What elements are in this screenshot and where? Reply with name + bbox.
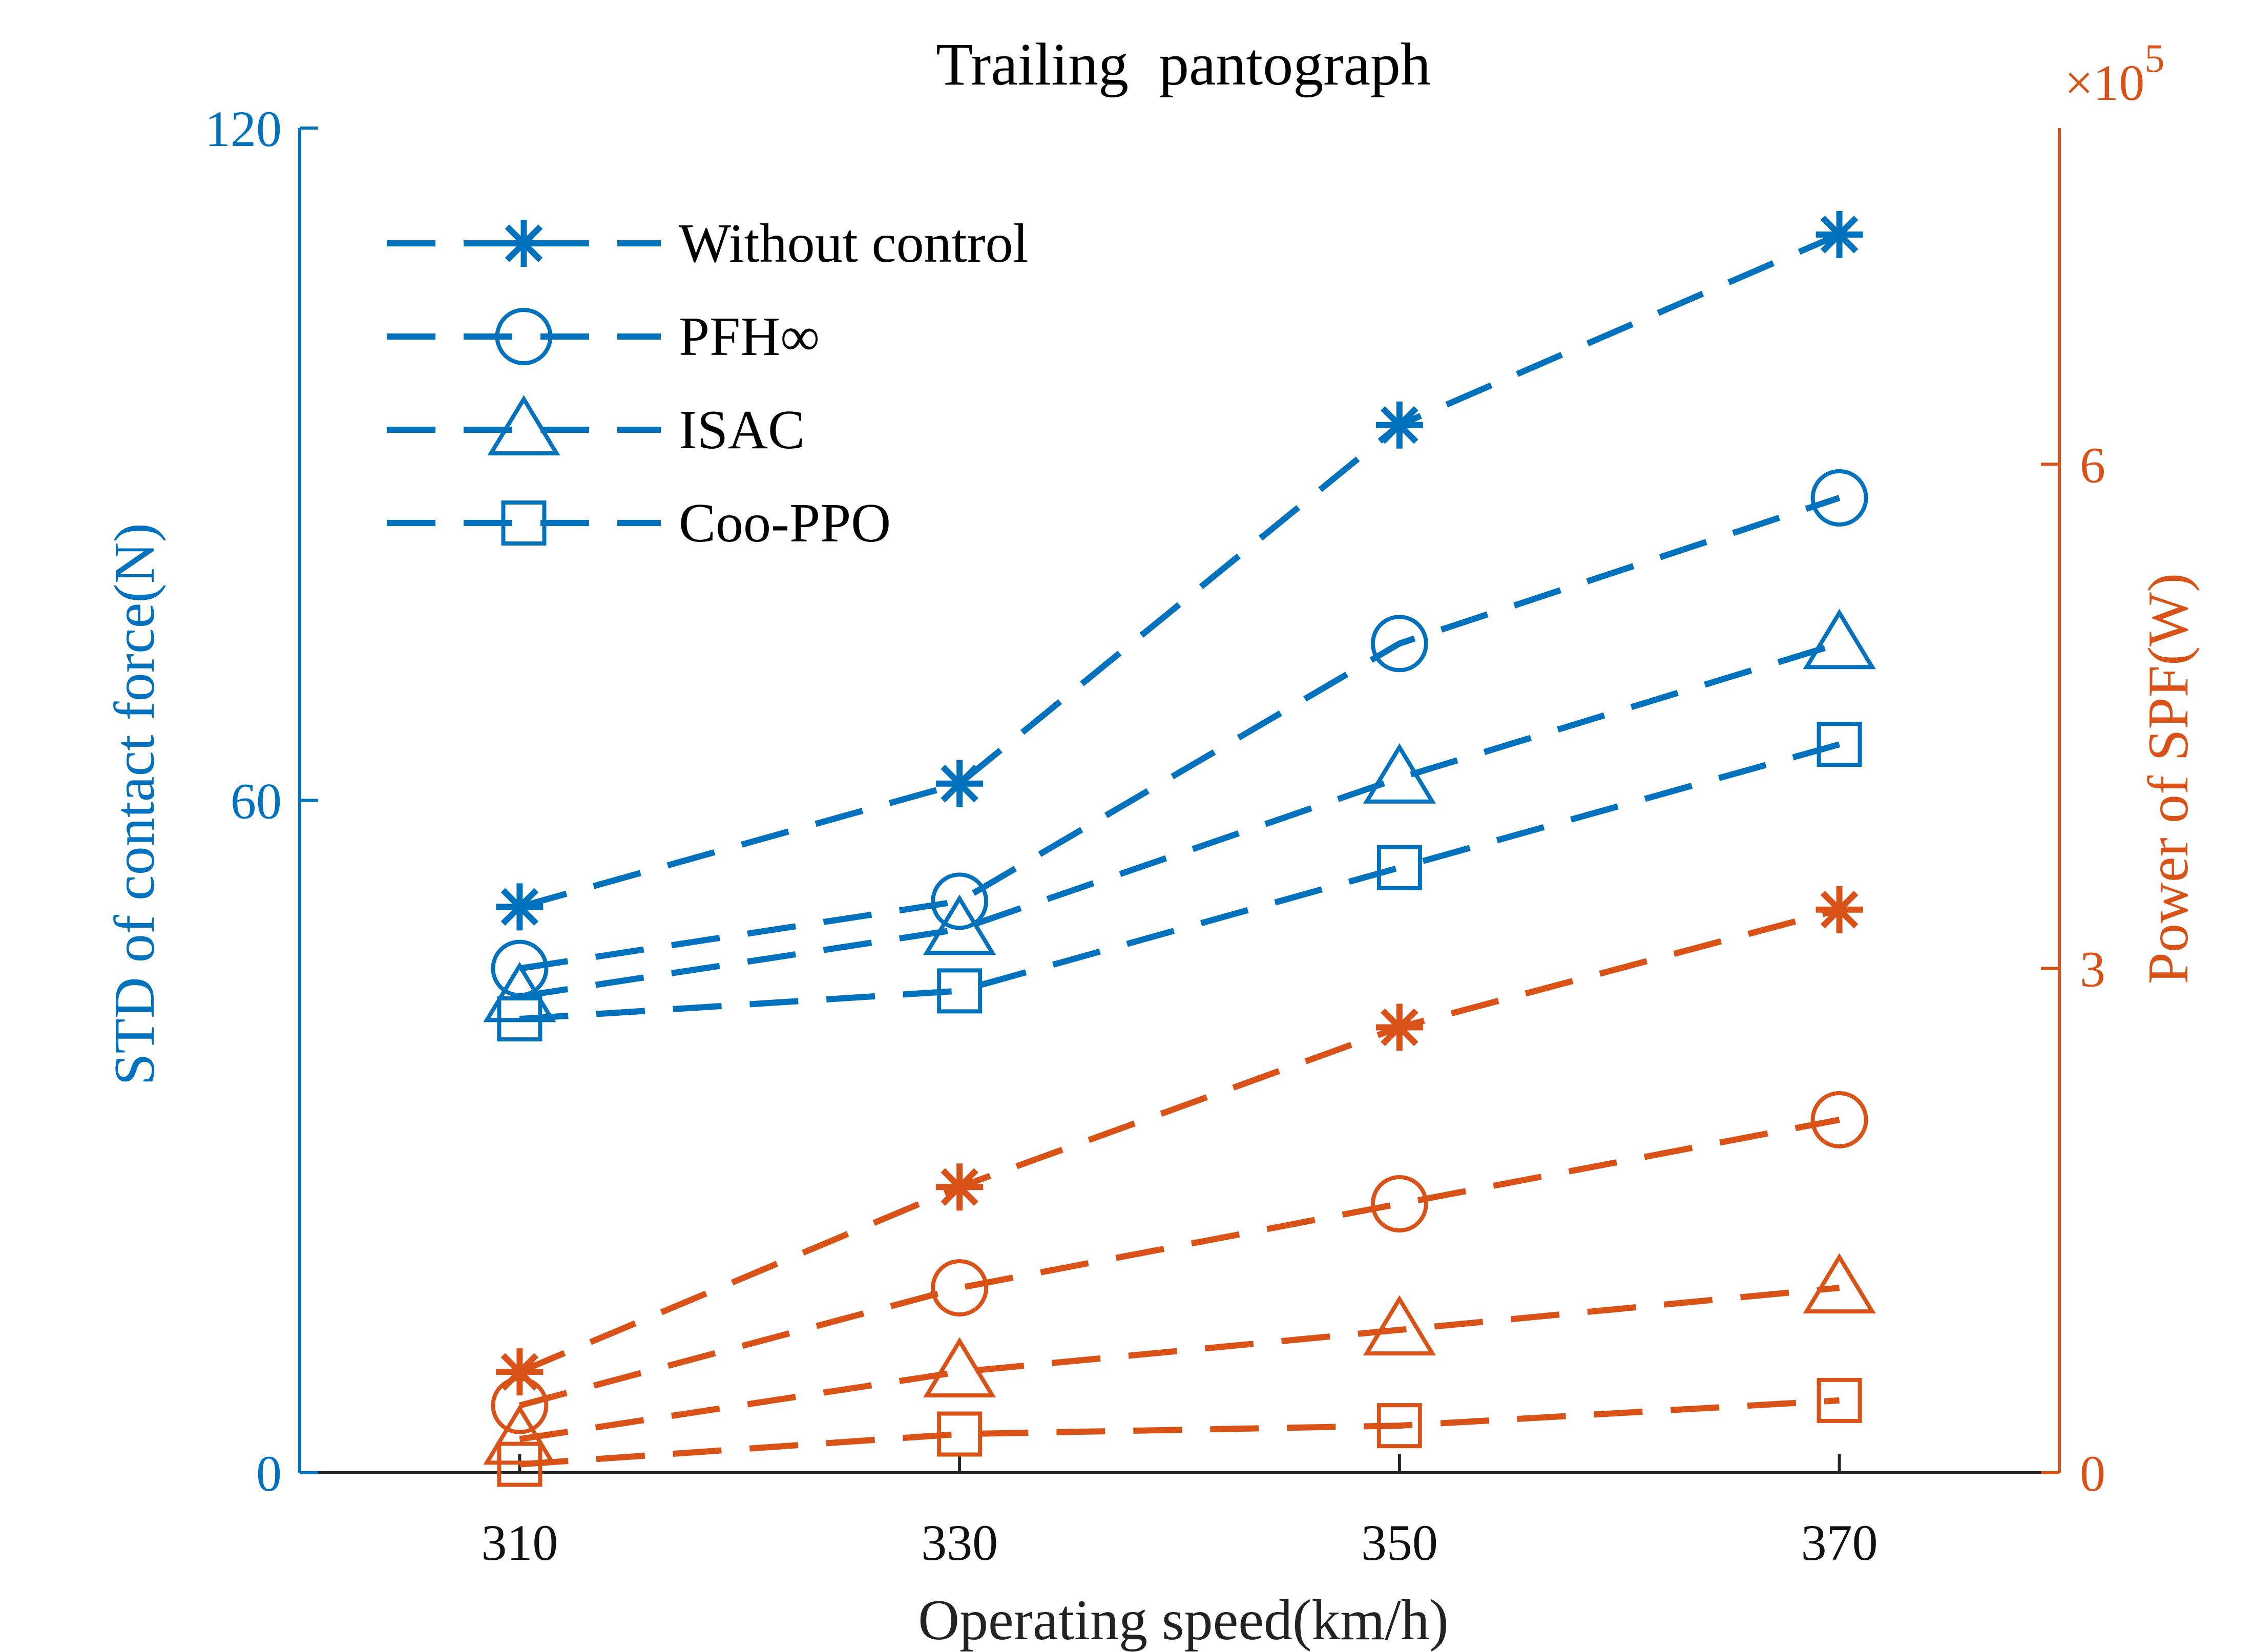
- data-point-triangle: [1803, 609, 1876, 670]
- data-point-triangle: [1363, 743, 1436, 804]
- x-tick-label: 350: [1361, 1514, 1438, 1571]
- data-point-circle: [1370, 1175, 1428, 1232]
- asterisk-stroke: [1381, 406, 1418, 444]
- legend-marker-circle: [495, 308, 553, 365]
- axes: 310 330 350 370 0 60 120 0 3 6: [205, 100, 2105, 1571]
- asterisk-stroke: [1381, 1008, 1418, 1047]
- series-line: [519, 1397, 1840, 1468]
- data-point-asterisk: [936, 760, 984, 807]
- x-tick-label: 330: [921, 1514, 998, 1571]
- series-line: [518, 1117, 1840, 1409]
- data-point-asterisk: [496, 1348, 544, 1396]
- data-point-square: [497, 996, 542, 1042]
- series-8-right: [497, 1377, 1862, 1487]
- data-point-square: [1376, 845, 1422, 890]
- legend-label: Coo-PPO: [679, 493, 891, 554]
- multiplier-base: ×10: [2064, 54, 2144, 111]
- asterisk-stroke: [500, 888, 539, 926]
- legend-marker-asterisk: [500, 220, 548, 267]
- legend-label: Without control: [679, 213, 1029, 274]
- legend-label: PFH∞: [679, 306, 820, 367]
- y-tick-label-left: 120: [205, 100, 282, 157]
- series-3-left: [483, 609, 1876, 1022]
- data-point-square: [937, 968, 983, 1014]
- x-tick-label: 310: [481, 1514, 558, 1571]
- y-tick-label-left: 0: [256, 1445, 282, 1502]
- y-tick-label-right: 0: [2080, 1445, 2105, 1502]
- data-point-triangle: [923, 1337, 996, 1398]
- data-point-asterisk: [1815, 886, 1863, 933]
- data-point-asterisk: [936, 1163, 984, 1211]
- series-4-left: [497, 722, 1862, 1042]
- data-point-square: [1376, 1403, 1422, 1449]
- data-point-triangle: [1803, 1253, 1876, 1314]
- y-tick-label-right: 3: [2080, 941, 2105, 998]
- data-point-circle: [1370, 615, 1428, 673]
- data-point-circle: [931, 1259, 989, 1317]
- legend-item: PFH∞: [387, 306, 820, 367]
- data-point-square: [937, 1411, 983, 1457]
- series-1-left: [496, 211, 1863, 931]
- y-tick-label-left: 60: [231, 773, 282, 830]
- asterisk-stroke: [1820, 891, 1859, 929]
- data-point-square: [1817, 722, 1862, 767]
- series-line: [518, 906, 1841, 1375]
- data-point-asterisk: [1375, 1003, 1423, 1051]
- data-point-circle: [491, 1376, 549, 1434]
- legend-item: ISAC: [387, 395, 805, 461]
- data-point-circle: [931, 872, 989, 930]
- series-line: [519, 1285, 1840, 1442]
- chart-title: Trailing pantograph: [936, 31, 1431, 98]
- legend-label: ISAC: [679, 400, 805, 461]
- asterisk-stroke: [505, 224, 543, 262]
- series-line: [519, 495, 1841, 972]
- series-5-right: [496, 886, 1863, 1396]
- y-tick-label-right: 6: [2080, 436, 2105, 493]
- series-line: [518, 232, 1841, 910]
- asterisk-stroke: [1820, 216, 1859, 254]
- data-point-square: [497, 1441, 542, 1487]
- y-axis-label-right: Power of SPF(W): [2137, 573, 2200, 985]
- asterisk-stroke: [941, 1168, 978, 1206]
- x-axis-label: Operating speed(km/h): [918, 1588, 1449, 1652]
- data-point-circle: [1810, 469, 1868, 527]
- data-point-asterisk: [1375, 401, 1423, 449]
- data-point-asterisk: [496, 883, 544, 931]
- legend-item: Coo-PPO: [387, 493, 891, 554]
- series-line: [519, 741, 1841, 1022]
- data-point-triangle: [483, 961, 556, 1022]
- series-layer: [483, 211, 1876, 1487]
- legend-marker-triangle: [487, 395, 560, 455]
- legend: Without control PFH∞ ISAC Coo-PPO: [387, 213, 1029, 554]
- x-tick-label: 370: [1801, 1514, 1878, 1571]
- series-line: [519, 640, 1841, 1000]
- data-point-asterisk: [1815, 211, 1863, 258]
- data-point-square: [1817, 1377, 1862, 1423]
- right-axis-multiplier: ×105: [2064, 36, 2164, 111]
- data-point-triangle: [1363, 1295, 1436, 1356]
- legend-item: Without control: [387, 213, 1029, 274]
- legend-marker-square: [501, 500, 547, 546]
- data-point-triangle: [923, 894, 996, 955]
- series-6-right: [491, 1091, 1868, 1434]
- y-axis-label-left: STD of contact force(N): [103, 523, 166, 1085]
- data-point-circle: [1810, 1091, 1868, 1148]
- asterisk-stroke: [941, 764, 978, 803]
- multiplier-exponent: 5: [2144, 36, 2164, 80]
